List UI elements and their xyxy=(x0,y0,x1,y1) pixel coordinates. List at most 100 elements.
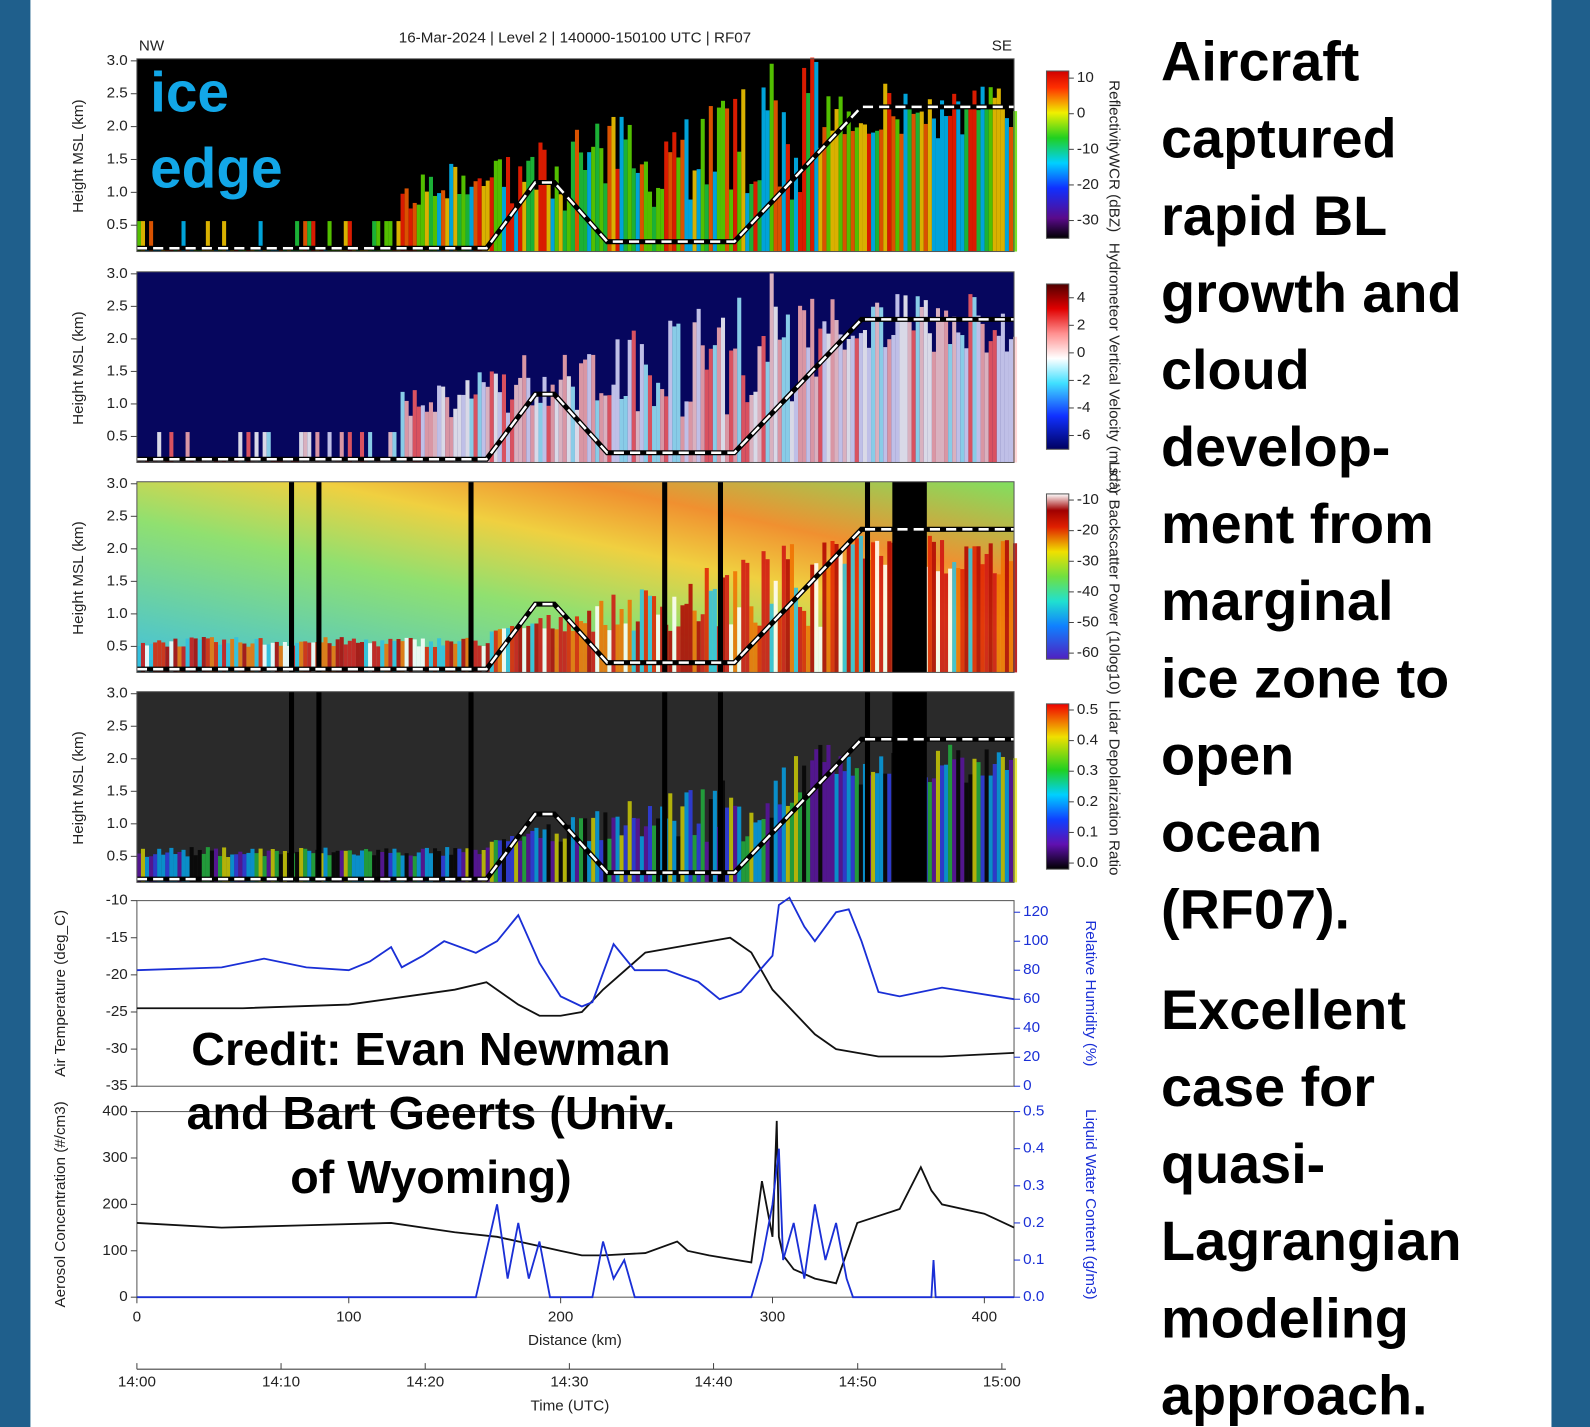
echo-texture xyxy=(835,544,839,672)
y2-tick-label: 100 xyxy=(1023,932,1048,949)
echo-texture xyxy=(668,152,672,251)
echo-texture xyxy=(875,303,879,463)
echo-texture xyxy=(405,401,409,463)
overlay-label: ice xyxy=(150,61,229,124)
echo-texture xyxy=(993,98,997,252)
colorbar-tick-label: 2 xyxy=(1077,316,1085,333)
echo-texture xyxy=(547,182,551,252)
body-text-line: ment from xyxy=(1161,493,1434,555)
echo-texture xyxy=(762,551,766,672)
echo-texture xyxy=(632,168,636,251)
y-tick-label: 2.0 xyxy=(107,750,128,767)
time-tick-label: 14:00 xyxy=(118,1373,156,1390)
body-text-line: cloud xyxy=(1161,339,1310,401)
echo-texture xyxy=(863,124,867,251)
echo-texture xyxy=(680,417,684,463)
echo-texture xyxy=(851,776,855,883)
echo-texture xyxy=(405,188,409,251)
colorbar-label: Lidar Backscatter Power (10log10) xyxy=(1105,461,1122,694)
echo-texture xyxy=(847,339,851,462)
echo-texture xyxy=(644,365,648,463)
echo-texture xyxy=(972,546,976,672)
echo-texture xyxy=(449,417,453,462)
echo-texture xyxy=(555,629,559,672)
data-gap xyxy=(662,482,667,673)
echo-texture xyxy=(855,768,859,882)
echo-texture xyxy=(871,542,875,672)
echo-texture xyxy=(506,413,510,463)
y-axis-label: Height MSL (km) xyxy=(70,731,87,844)
echo-texture xyxy=(571,631,575,673)
echo-texture xyxy=(551,199,555,252)
echo-texture xyxy=(895,119,899,251)
colorbar-tick-label: -6 xyxy=(1077,427,1091,444)
x-tick-label: 300 xyxy=(760,1308,785,1325)
echo-texture xyxy=(867,348,871,463)
echo-texture xyxy=(960,134,964,251)
echo-texture xyxy=(794,756,798,882)
echo-texture xyxy=(668,631,672,673)
plot-frame xyxy=(137,1112,1014,1298)
echo-texture xyxy=(1001,541,1005,672)
echo-texture xyxy=(644,590,648,672)
echo-texture xyxy=(538,618,542,672)
echo-texture xyxy=(445,198,449,251)
echo-texture xyxy=(940,319,944,462)
echo-texture xyxy=(640,836,644,882)
y-axis-label: Aerosol Concentration (#/cm3) xyxy=(52,1101,69,1307)
y-tick-label: 1.0 xyxy=(107,183,128,200)
echo-texture xyxy=(745,193,749,251)
echo-texture xyxy=(757,346,761,462)
colorbar-tick-label: -40 xyxy=(1077,583,1099,600)
echo-texture xyxy=(977,762,981,882)
colorbar-tick-label: -50 xyxy=(1077,614,1099,631)
echo-texture xyxy=(863,330,867,462)
echo-texture xyxy=(944,116,948,251)
colorbar-tick-label: 0 xyxy=(1077,344,1085,361)
echo-texture xyxy=(745,402,749,462)
echo-texture xyxy=(802,766,806,883)
echo-texture xyxy=(583,170,587,252)
echo-texture xyxy=(701,119,705,252)
body-text-line: modeling xyxy=(1161,1287,1409,1349)
echo-texture xyxy=(989,87,993,251)
echo-texture xyxy=(985,554,989,672)
y-tick-label: 100 xyxy=(102,1242,127,1259)
y2-tick-label: 0.2 xyxy=(1023,1214,1044,1231)
echo-texture xyxy=(721,101,725,252)
echo-texture xyxy=(547,406,551,463)
echo-texture xyxy=(684,119,688,251)
echo-texture xyxy=(628,340,632,463)
echo-texture xyxy=(417,407,421,463)
colorbar-tick-label: -20 xyxy=(1077,522,1099,539)
echo-texture xyxy=(465,380,469,462)
echo-texture xyxy=(701,789,705,882)
time-axis-label: Time (UTC) xyxy=(530,1398,609,1415)
data-gap xyxy=(289,482,294,673)
y-tick-label: 2.0 xyxy=(107,540,128,557)
echo-texture xyxy=(534,624,538,673)
echo-texture xyxy=(676,324,680,463)
echo-texture xyxy=(968,774,972,882)
data-gap xyxy=(718,482,723,673)
echo-texture xyxy=(603,625,607,672)
echo-texture xyxy=(469,187,473,252)
echo-texture xyxy=(798,192,802,251)
echo-texture xyxy=(972,759,976,883)
echo-texture xyxy=(689,584,693,673)
echo-texture xyxy=(875,773,879,882)
y2-tick-label: 0.0 xyxy=(1023,1288,1044,1305)
echo-texture xyxy=(729,624,733,672)
echo-texture xyxy=(770,273,774,462)
echo-texture xyxy=(474,394,478,462)
echo-texture xyxy=(441,190,445,251)
echo-texture xyxy=(753,623,757,673)
echo-texture xyxy=(997,752,1001,882)
echo-texture xyxy=(843,350,847,463)
echo-texture xyxy=(904,94,908,252)
echo-texture xyxy=(449,164,453,252)
echo-texture xyxy=(786,559,790,672)
echo-texture xyxy=(453,167,457,252)
y-axis-label: Height MSL (km) xyxy=(70,99,87,212)
echo-texture xyxy=(778,614,782,672)
